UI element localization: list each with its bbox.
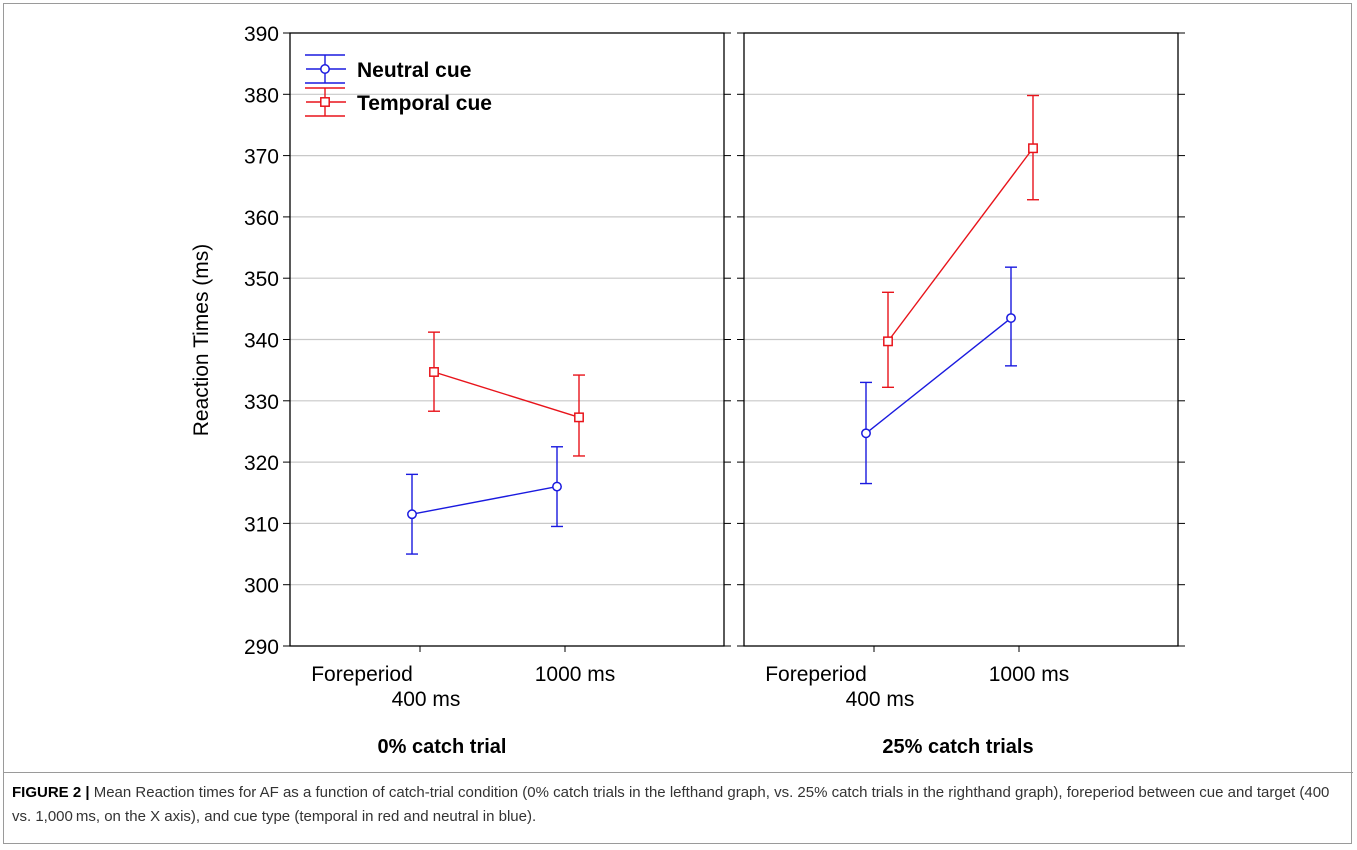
panel-title-right: 25% catch trials [882, 736, 1033, 758]
data-point [861, 428, 871, 439]
x-tick-label: 1000 ms [989, 663, 1070, 686]
legend-label: Temporal cue [357, 92, 492, 115]
y-tick-label: 300 [244, 575, 279, 598]
figure-chart: 290 300 310 320 330 340 350 360 370 380 390 Foreper… [190, 23, 1185, 758]
x-axis-title: Foreperiod [765, 663, 867, 686]
panel-title-left: 0% catch trial [378, 736, 507, 758]
plot-area-frame [743, 32, 1179, 647]
legend: Neutral cue Temporal cue [305, 54, 492, 117]
y-tick-label: 340 [244, 330, 279, 353]
y-tick-label: 350 [244, 268, 279, 291]
y-tick-label: 370 [244, 146, 279, 169]
data-point [1028, 143, 1038, 154]
series-line [433, 371, 580, 419]
caption-divider [4, 772, 1353, 773]
legend-label: Neutral cue [357, 59, 471, 82]
data-point [552, 481, 562, 492]
legend-marker [320, 97, 330, 107]
figure-frame [3, 3, 1352, 844]
series-line [411, 485, 558, 515]
panel-left: 290 300 310 320 330 340 350 360 370 380 390 Foreper… [244, 23, 731, 711]
y-tick-label: 330 [244, 391, 279, 414]
legend-marker [320, 64, 330, 74]
data-point [429, 367, 439, 377]
plot-area-frame [289, 32, 725, 647]
figure-caption: FIGURE 2 | Mean Reaction times for AF as… [12, 781, 1332, 829]
caption-label: FIGURE 2 | [12, 784, 90, 801]
data-point [574, 412, 584, 423]
x-tick-label: 400 ms [392, 688, 461, 711]
y-tick-label: 310 [244, 513, 279, 536]
y-tick-label: 360 [244, 207, 279, 230]
y-axis-label: Reaction Times (ms) [190, 244, 213, 437]
y-tick-label: 320 [244, 452, 279, 475]
data-point [883, 336, 893, 347]
data-point [1006, 313, 1016, 323]
y-tick-label: 380 [244, 84, 279, 107]
x-axis-title: Foreperiod [311, 663, 413, 686]
series-line [887, 147, 1034, 342]
y-tick-label: 290 [244, 636, 279, 659]
caption-text: Mean Reaction times for AF as a function… [12, 784, 1330, 825]
x-tick-label: 1000 ms [535, 663, 616, 686]
y-tick-label: 390 [244, 23, 279, 46]
data-point [407, 509, 417, 520]
series-line [865, 317, 1012, 434]
x-tick-label: 400 ms [846, 688, 915, 711]
